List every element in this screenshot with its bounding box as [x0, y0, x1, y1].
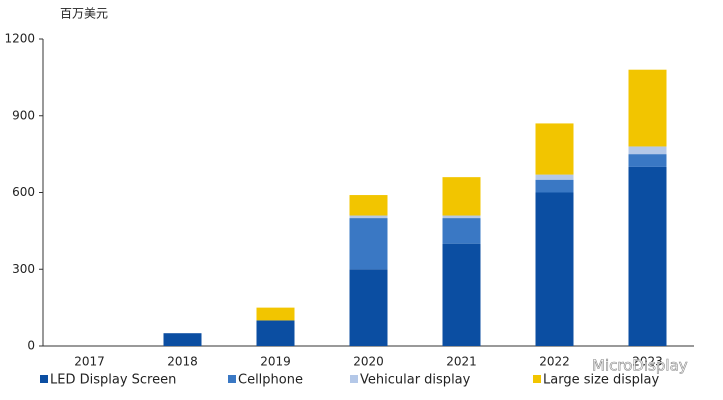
bar-segment	[349, 269, 388, 346]
bar-segment	[535, 123, 574, 175]
bar-segment	[256, 307, 295, 321]
x-tick-label: 2021	[446, 355, 477, 369]
x-tick-label: 2017	[74, 355, 105, 369]
legend-text: Large size display	[543, 373, 660, 388]
legend-swatch	[533, 375, 541, 383]
bar-segment	[535, 179, 574, 193]
y-axis-label: 百万美元	[60, 7, 108, 21]
bar-segment	[535, 174, 574, 180]
legend-text: LED Display Screen	[50, 373, 176, 388]
bar-segment	[442, 218, 481, 244]
bar-segment	[628, 166, 667, 346]
y-tick-label: 0	[27, 339, 35, 353]
x-tick-label: 2020	[353, 355, 384, 369]
x-tick-label: 2022	[539, 355, 570, 369]
legend-text: Cellphone	[238, 373, 303, 388]
bar-segment	[442, 177, 481, 216]
legend-swatch	[40, 375, 48, 383]
bar-segment	[442, 243, 481, 346]
bar-segment	[628, 154, 667, 167]
bar-segment	[163, 333, 202, 346]
y-tick-label: 900	[12, 108, 35, 122]
x-tick-label: 2019	[260, 355, 291, 369]
y-tick-label: 1200	[4, 32, 35, 46]
bar-segment	[349, 195, 388, 216]
y-tick-label: 300	[12, 262, 35, 276]
bar-segment	[628, 146, 667, 155]
y-tick-label: 600	[12, 185, 35, 199]
watermark: MicroDisplay	[592, 357, 688, 375]
x-tick-label: 2018	[167, 355, 198, 369]
bar-segment	[349, 215, 388, 219]
bar-segment	[628, 69, 667, 147]
bar-segment	[349, 218, 388, 270]
bar-segment	[442, 215, 481, 219]
legend-swatch	[228, 375, 236, 383]
x-tick-label: 2023	[632, 355, 663, 369]
legend-swatch	[350, 375, 358, 383]
legend-text: Vehicular display	[360, 373, 471, 388]
bar-segment	[256, 320, 295, 346]
bar-segment	[535, 192, 574, 346]
